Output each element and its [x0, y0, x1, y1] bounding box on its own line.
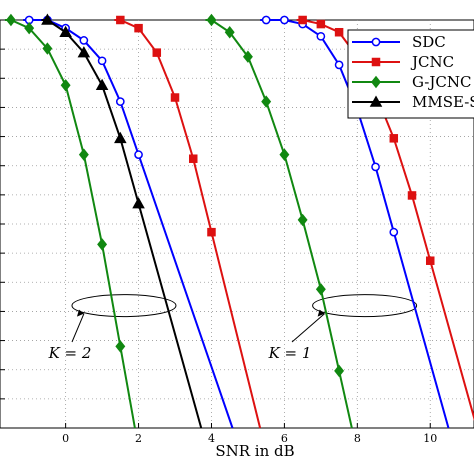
data-point — [170, 93, 180, 102]
annotation-k2: K = 2 — [48, 344, 92, 362]
data-point — [316, 31, 326, 41]
data-point — [298, 15, 307, 25]
data-point — [188, 154, 198, 163]
annotation-k1: K = 1 — [268, 344, 312, 362]
legend-entry: JCNC — [352, 53, 454, 71]
annotation-k2-text: K = 2 — [48, 344, 92, 362]
data-point — [95, 78, 109, 91]
x-tick-label: 2 — [135, 432, 142, 445]
data-point — [425, 256, 435, 265]
data-point — [371, 162, 380, 172]
series-layer — [4, 13, 474, 429]
data-point — [280, 15, 289, 25]
data-point — [78, 148, 89, 161]
legend-entry: MMSE-SIC — [352, 93, 474, 111]
legend-entry: G-JCNC — [352, 73, 471, 91]
x-tick-label: 4 — [208, 432, 215, 445]
data-point — [152, 48, 162, 57]
data-point — [371, 75, 381, 89]
data-point — [407, 191, 417, 200]
data-point — [207, 227, 216, 237]
data-point — [60, 79, 71, 92]
data-point — [371, 37, 381, 47]
data-point — [389, 227, 399, 237]
data-point — [334, 27, 344, 37]
data-point — [316, 19, 326, 29]
data-point — [115, 340, 126, 353]
x-tick-label: 8 — [354, 432, 361, 445]
data-point — [5, 13, 16, 27]
x-axis-label: SNR in dB — [215, 442, 294, 460]
data-point — [334, 364, 345, 378]
x-tick-label: 6 — [281, 432, 288, 445]
annotation-ellipses — [71, 294, 418, 343]
data-point — [77, 46, 91, 58]
annotation-arrow-k1 — [291, 313, 325, 343]
series-line — [260, 19, 450, 429]
data-point — [41, 13, 54, 25]
data-point — [42, 42, 53, 55]
data-point — [261, 95, 272, 108]
data-point — [116, 15, 125, 25]
x-tick-label: 0 — [62, 432, 69, 445]
annotation-arrow-k2 — [71, 313, 85, 343]
data-point — [79, 36, 89, 45]
legend-label: G-JCNC — [412, 73, 471, 91]
data-point — [334, 60, 344, 70]
annotation-ellipse-k2 — [71, 294, 177, 318]
data-point — [297, 213, 308, 227]
x-tick-label: 10 — [423, 432, 437, 445]
data-point — [24, 21, 35, 35]
data-point — [59, 25, 72, 37]
legend: SDC JCNC G-JCNC MMSE-SIC — [347, 29, 474, 119]
data-point — [132, 197, 145, 209]
data-point — [242, 50, 253, 63]
data-point — [369, 95, 383, 107]
data-point — [261, 15, 271, 25]
annotation-arrowhead-k1 — [317, 309, 325, 317]
data-point — [97, 56, 107, 66]
legend-box — [347, 29, 474, 119]
data-point — [134, 150, 143, 159]
series-g-jcnc — [4, 13, 353, 429]
data-point — [315, 283, 326, 296]
series-mmse-sic — [41, 13, 203, 429]
data-point — [224, 26, 235, 39]
data-point — [389, 134, 399, 143]
data-point — [115, 97, 125, 106]
data-point — [206, 13, 217, 27]
data-point — [371, 57, 381, 67]
annotation-k1-text: K = 1 — [268, 344, 312, 362]
legend-label: JCNC — [410, 53, 454, 71]
annotation-arrowhead-k2 — [76, 309, 84, 317]
data-point — [114, 131, 127, 144]
data-point — [97, 238, 108, 251]
data-point — [279, 148, 290, 161]
legend-label: MMSE-SIC — [412, 93, 474, 111]
data-point — [134, 23, 143, 33]
x-axis-ticks: 0 2 4 6 8 10 — [62, 423, 437, 445]
legend-entry: SDC — [352, 33, 446, 51]
annotation-ellipse-k1 — [312, 294, 418, 318]
series-line — [205, 19, 353, 429]
legend-label: SDC — [412, 33, 446, 51]
